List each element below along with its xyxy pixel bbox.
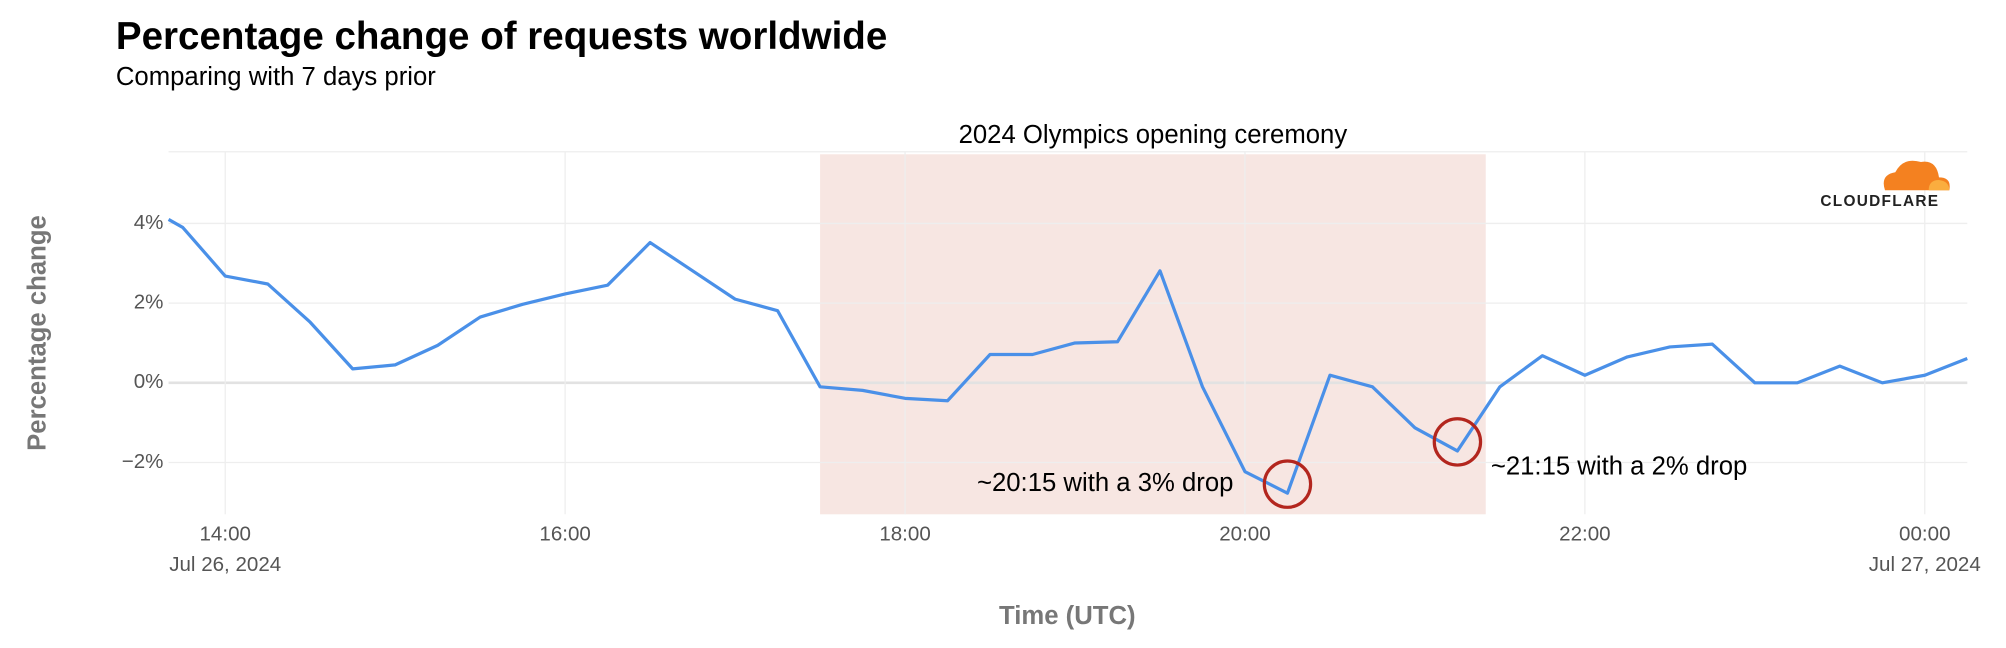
y-tick-label: 0% <box>134 370 164 393</box>
logo: CLOUDFLARE <box>1820 160 1950 210</box>
plot: 2024 Olympics opening ceremony −2% 0% 2% 4% 1… <box>122 121 1981 576</box>
x-tick-label: 22:00 <box>1559 522 1610 545</box>
x-tick-label: 00:00 <box>1899 522 1950 545</box>
x-axis-title: Time (UTC) <box>999 602 1136 630</box>
annotation-text: ~20:15 with a 3% drop <box>977 469 1234 497</box>
chart-title: Percentage change of requests worldwide <box>116 15 887 58</box>
highlight-label: 2024 Olympics opening ceremony <box>959 121 1348 149</box>
annotation-circle <box>1262 459 1313 509</box>
x-tick-date: Jul 26, 2024 <box>169 553 281 576</box>
highlight-band <box>820 154 1486 515</box>
annotation-circle <box>1432 417 1483 467</box>
y-tick-label: 4% <box>134 211 164 234</box>
y-tick-label: 2% <box>134 291 164 314</box>
x-tick-date: Jul 27, 2024 <box>1869 553 1981 576</box>
y-axis-title: Percentage change <box>24 215 52 451</box>
logo-cloud-small <box>1928 180 1950 191</box>
chart-subtitle: Comparing with 7 days prior <box>116 63 436 91</box>
y-tick-label: −2% <box>122 450 164 473</box>
x-tick-label: 20:00 <box>1219 522 1270 545</box>
x-tick-label: 14:00 <box>199 522 250 545</box>
series-line <box>167 218 1968 495</box>
x-tick-label: 18:00 <box>879 522 930 545</box>
logo-text: CLOUDFLARE <box>1820 193 1939 210</box>
x-tick-label: 16:00 <box>539 522 590 545</box>
annotation-text: ~21:15 with a 2% drop <box>1491 452 1748 480</box>
